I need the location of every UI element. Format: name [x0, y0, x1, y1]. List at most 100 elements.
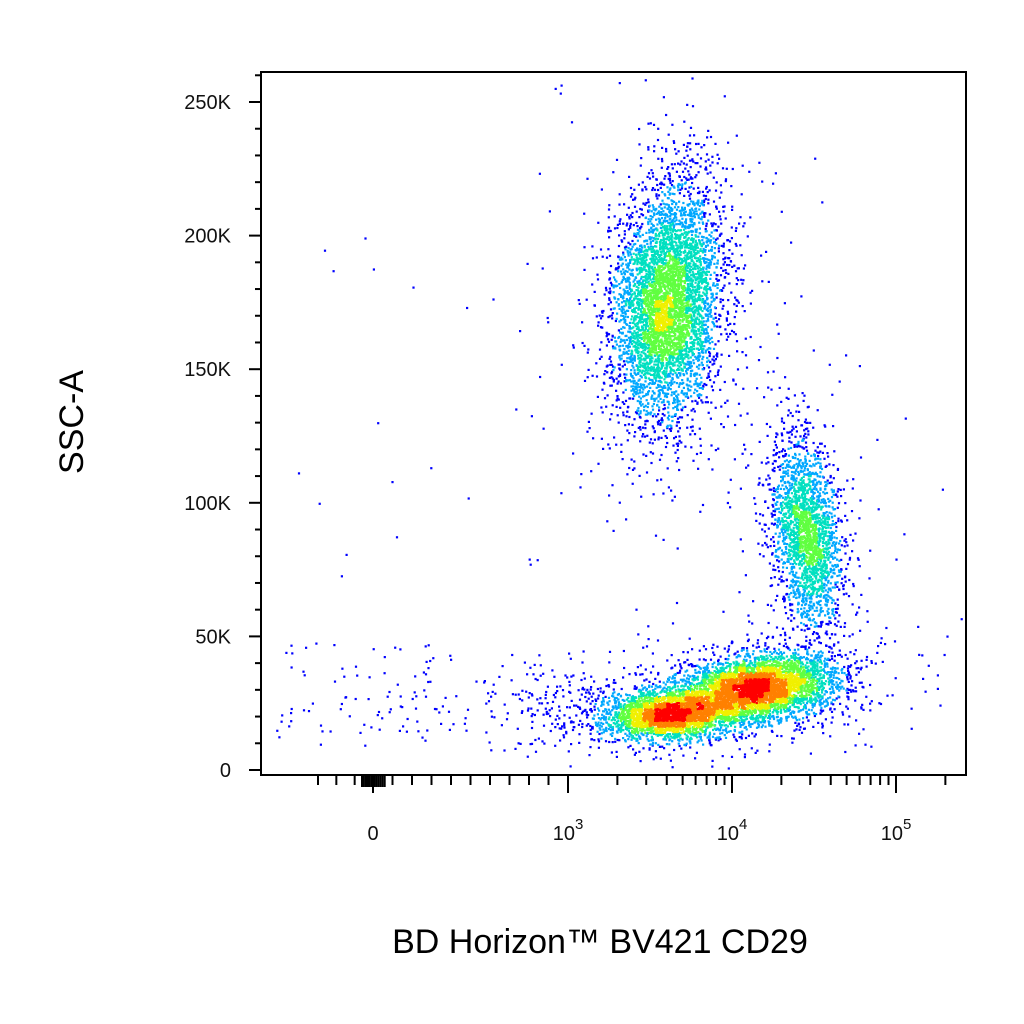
event-dot — [653, 431, 656, 434]
event-dot — [663, 183, 666, 186]
event-dot — [588, 427, 591, 430]
event-dot — [827, 657, 830, 660]
event-dot — [726, 310, 729, 313]
event-dot — [802, 610, 805, 613]
event-dot — [816, 637, 819, 640]
event-dot — [830, 552, 833, 555]
event-dot — [663, 392, 666, 395]
event-dot — [608, 740, 611, 744]
event-dot — [733, 458, 736, 461]
event-dot — [741, 452, 744, 455]
event-dot — [622, 352, 625, 355]
event-dot — [829, 554, 832, 557]
event-dot — [627, 330, 630, 333]
event-dot — [526, 673, 529, 676]
event-dot — [644, 420, 647, 423]
event-dot — [817, 635, 820, 638]
event-dot — [701, 503, 705, 507]
event-dot — [281, 714, 284, 717]
event-dot — [711, 254, 714, 257]
event-dot — [649, 215, 652, 218]
event-dot — [701, 202, 704, 205]
event-dot — [559, 685, 562, 688]
event-dot — [663, 403, 666, 407]
event-dot — [764, 500, 767, 503]
event-dot — [711, 646, 714, 650]
event-dot — [603, 373, 606, 376]
event-dot — [388, 711, 391, 714]
event-dot — [753, 735, 756, 738]
event-dot — [865, 665, 868, 668]
event-dot — [790, 619, 793, 622]
event-dot — [671, 666, 674, 669]
event-dot — [652, 208, 655, 211]
event-dot — [829, 589, 832, 592]
event-dot — [720, 405, 723, 408]
event-dot — [705, 292, 709, 295]
event-dot — [580, 678, 583, 682]
event-dot — [520, 711, 523, 714]
event-dot — [756, 749, 759, 752]
event-dot — [644, 79, 647, 82]
event-dot — [815, 632, 818, 635]
event-dot — [798, 410, 801, 413]
event-dot — [805, 436, 808, 439]
event-dot — [813, 453, 816, 457]
event-dot — [796, 625, 799, 628]
event-dot — [610, 338, 613, 341]
event-dot — [794, 435, 797, 438]
event-dot — [710, 315, 713, 318]
event-dot — [797, 473, 800, 477]
event-dot — [757, 726, 760, 729]
event-dot — [679, 221, 682, 224]
event-dot — [619, 340, 622, 344]
event-dot — [718, 325, 721, 329]
event-dot — [782, 566, 785, 569]
event-dot — [715, 274, 718, 277]
event-dot — [782, 540, 785, 543]
event-dot — [572, 674, 575, 677]
event-dot — [715, 242, 718, 245]
event-dot — [804, 455, 807, 458]
event-dot — [501, 665, 504, 668]
event-dot — [757, 724, 761, 727]
event-dot — [716, 355, 719, 358]
event-dot — [686, 225, 689, 228]
event-dot — [648, 748, 651, 751]
event-dot — [843, 665, 846, 669]
event-dot — [860, 707, 863, 710]
event-dot — [663, 414, 666, 417]
event-dot — [786, 490, 790, 493]
event-dot — [691, 369, 694, 372]
event-dot — [739, 725, 742, 728]
event-dot — [704, 227, 707, 231]
event-dot — [699, 355, 702, 358]
event-dot — [717, 279, 721, 282]
event-dot — [570, 121, 574, 124]
event-dot — [675, 170, 678, 173]
event-dot — [616, 397, 619, 400]
event-dot — [693, 676, 696, 679]
event-dot — [780, 519, 783, 522]
event-dot — [629, 214, 632, 217]
event-dot — [720, 266, 723, 270]
event-dot — [640, 208, 643, 211]
event-dot — [780, 450, 783, 453]
event-dot — [771, 636, 774, 639]
event-dot — [622, 391, 625, 394]
event-dot — [727, 323, 730, 327]
event-dot — [680, 160, 683, 163]
event-dot — [779, 721, 782, 724]
event-dot — [719, 184, 722, 187]
event-dot — [626, 222, 629, 225]
event-dot — [659, 422, 662, 425]
event-dot — [674, 413, 677, 416]
event-dot — [800, 656, 803, 659]
event-dot — [702, 249, 705, 252]
event-dot — [607, 291, 610, 294]
event-dot — [819, 621, 823, 624]
event-dot — [843, 723, 846, 726]
event-dot — [704, 166, 708, 169]
event-dot — [633, 205, 637, 208]
event-dot — [657, 157, 660, 160]
